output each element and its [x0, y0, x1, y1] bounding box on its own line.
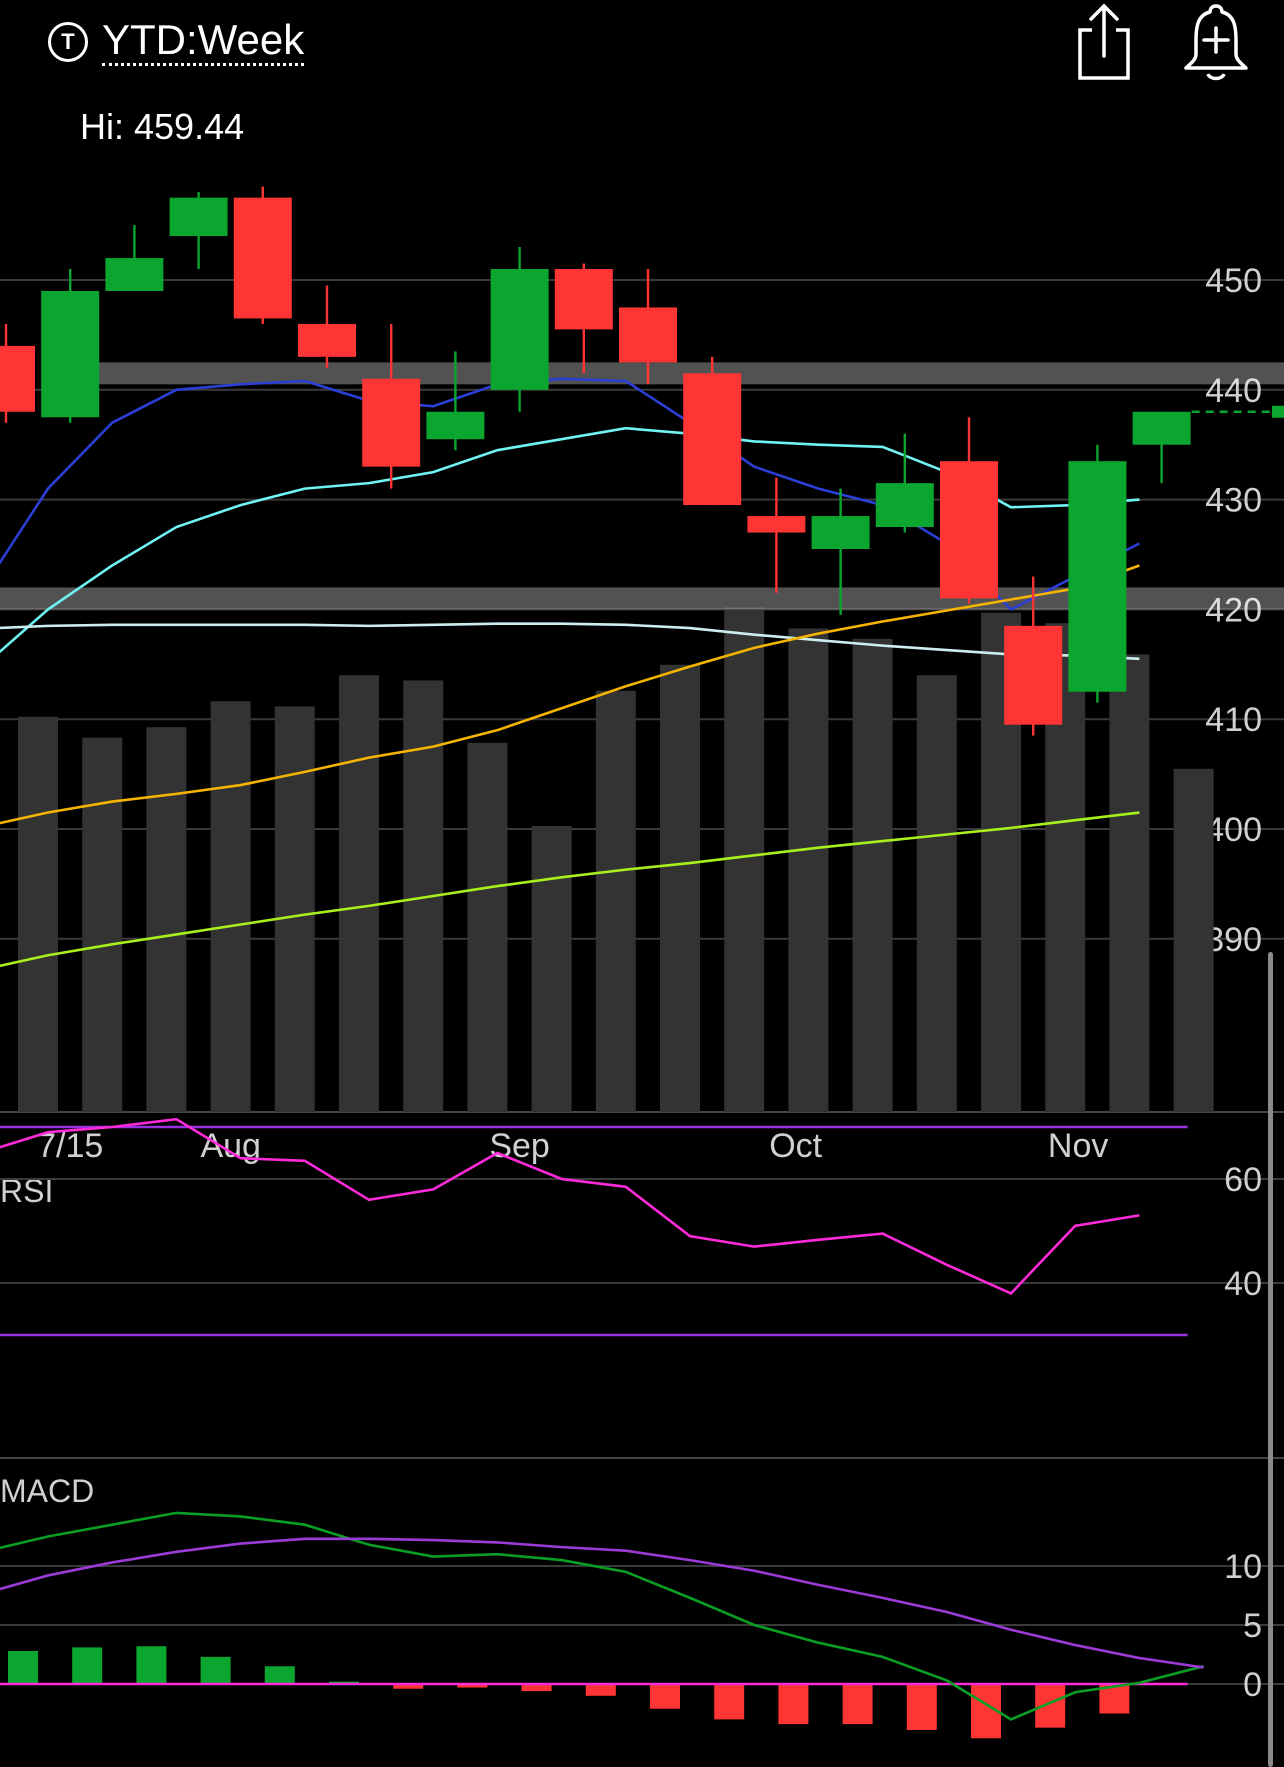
volume-bar [82, 737, 123, 1112]
volume-bar [1109, 654, 1150, 1112]
bell-plus-icon[interactable] [1180, 2, 1252, 82]
macd-histogram-bar [778, 1684, 809, 1725]
macd-histogram-bar [521, 1684, 552, 1692]
macd-tick-label: 5 [1243, 1607, 1262, 1645]
price-tick-label: 400 [1205, 811, 1262, 849]
candle-body [362, 378, 421, 467]
rsi-line [0, 1117, 1140, 1295]
rsi-tick-label: 40 [1224, 1265, 1262, 1303]
candle-body [683, 373, 742, 506]
volume-bar [595, 690, 636, 1112]
volume-bar [18, 716, 58, 1112]
x-axis-label: Oct [769, 1127, 822, 1165]
candle-body [1004, 625, 1063, 725]
candle-body [0, 345, 35, 412]
moving-average-line [0, 564, 1140, 825]
top-bar: T YTD:Week [0, 0, 1284, 90]
volume-bar [916, 675, 957, 1112]
candle-body [41, 290, 100, 418]
candle-body [1068, 461, 1127, 692]
x-axis-label: Sep [489, 1127, 550, 1165]
macd-histogram-bar [585, 1684, 616, 1696]
macd-histogram-bar [393, 1684, 424, 1689]
volume-bar [788, 628, 829, 1112]
candle-body [554, 269, 613, 330]
price-tick-label: 410 [1205, 701, 1262, 739]
macd-histogram-bar [8, 1650, 38, 1684]
volume-bar [531, 826, 572, 1112]
macd-histogram-bar [200, 1656, 231, 1684]
macd-histogram-bar [72, 1647, 103, 1684]
volume-bar [467, 742, 508, 1112]
macd-histogram-bar [457, 1684, 488, 1688]
volume-bar [852, 638, 893, 1112]
volume-bar [146, 727, 187, 1112]
chart-scrollbar [1268, 952, 1273, 1767]
macd-histogram-bar [1035, 1684, 1066, 1728]
moving-average-line [0, 622, 1140, 661]
price-tick-label: 420 [1205, 591, 1262, 629]
ticker-type-icon: T [48, 22, 88, 62]
share-icon[interactable] [1072, 2, 1136, 82]
candle-body [233, 197, 292, 319]
macd-histogram-bar [842, 1684, 873, 1725]
support-resistance-band [44, 362, 1284, 385]
volume-bar [1173, 768, 1214, 1112]
range-label[interactable]: YTD:Week [102, 18, 305, 66]
candle-body [426, 411, 485, 440]
price-tick-label: 450 [1205, 262, 1262, 300]
macd-histogram-bar [264, 1666, 295, 1684]
volume-bar [210, 701, 251, 1112]
candle-body [747, 516, 806, 533]
macd-histogram-bar [650, 1684, 680, 1709]
price-tick-label: 390 [1205, 921, 1262, 959]
price-tick-label: 430 [1205, 482, 1262, 520]
macd-histogram-bar [714, 1684, 745, 1720]
volume-bar [724, 607, 765, 1112]
macd-histogram-bar [906, 1684, 937, 1731]
candle-body [811, 516, 870, 550]
candle-body [940, 461, 998, 599]
range-selector[interactable]: T YTD:Week [48, 16, 305, 68]
price-tick-label: 440 [1205, 372, 1262, 410]
candle-body [169, 197, 228, 237]
macd-tick-label: 10 [1224, 1548, 1262, 1586]
last-price-marker [1272, 405, 1284, 418]
macd-histogram-bar [136, 1646, 167, 1684]
candle-body [619, 307, 677, 363]
high-price-label: Hi: 459.44 [80, 106, 245, 147]
candle-body [298, 323, 356, 357]
macd-line [0, 1511, 1204, 1721]
candle-body [1132, 411, 1191, 445]
x-axis-label: Nov [1048, 1127, 1108, 1165]
macd-label: MACD [0, 1473, 94, 1509]
rsi-tick-label: 60 [1224, 1161, 1262, 1199]
moving-average-line [0, 811, 1140, 968]
candle-body [490, 269, 549, 390]
candle-body [875, 483, 934, 528]
volume-bar [339, 675, 379, 1112]
candle-body [105, 258, 164, 291]
volume-bar [660, 664, 700, 1112]
macd-tick-label: 0 [1243, 1666, 1262, 1704]
volume-bar [274, 706, 315, 1112]
macd-signal-line [0, 1537, 1204, 1669]
